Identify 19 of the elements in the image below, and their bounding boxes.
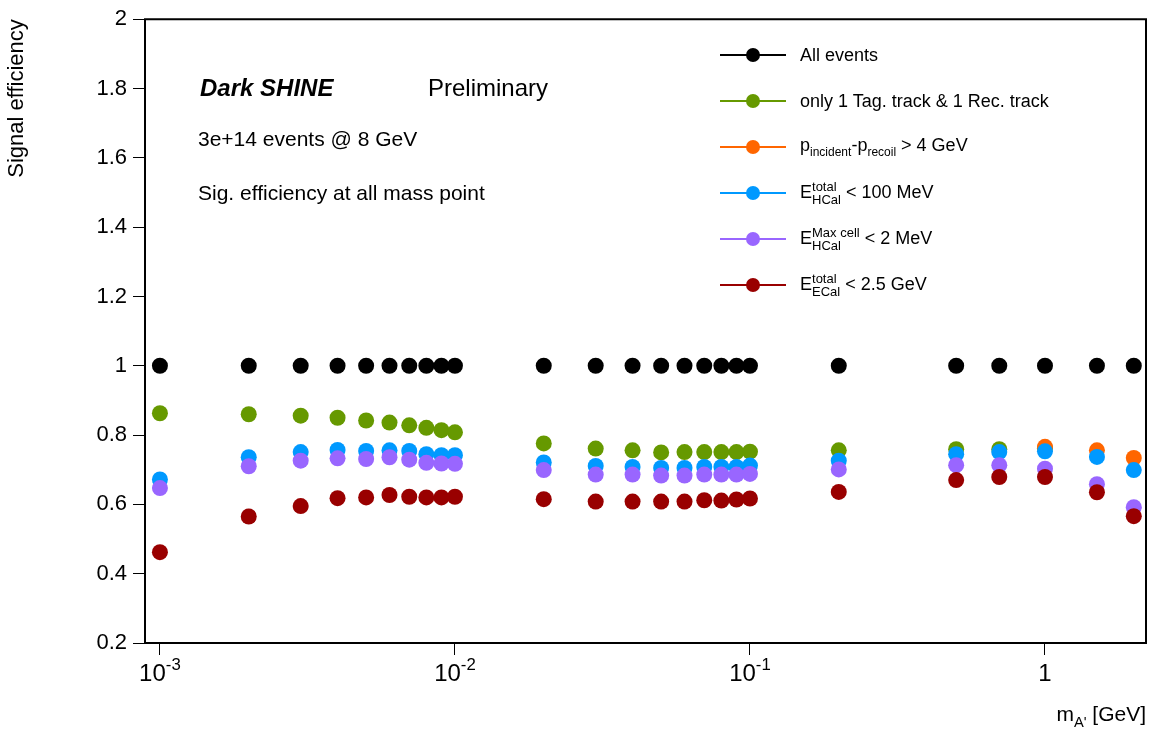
y-tick-label: 0.2 <box>96 629 127 655</box>
annotation: Dark SHINE <box>200 74 335 101</box>
y-tick-label: 2 <box>114 5 127 31</box>
annotation: Preliminary <box>428 74 549 101</box>
y-tick-label: 1.2 <box>96 282 127 308</box>
legend-label: All events <box>800 44 879 66</box>
y-tick-label: 1.4 <box>96 213 127 239</box>
legend-label: only 1 Tag. track & 1 Rec. track <box>800 90 1049 112</box>
y-tick-label: 0.4 <box>96 559 127 585</box>
y-tick-label: 1.8 <box>96 74 127 100</box>
annotation: Sig. efficiency at all mass point <box>198 181 485 204</box>
x-tick-label: 1 <box>1038 659 1052 686</box>
y-tick-label: 0.8 <box>96 421 127 447</box>
y-axis-title: Signal efficiency <box>3 19 29 178</box>
annotation: 3e+14 events @ 8 GeV <box>198 127 418 150</box>
y-tick-label: 1.6 <box>96 143 127 169</box>
legend-label: p$_{incident}$-p$_{recoil}$ > 4 GeV <box>800 135 968 159</box>
y-tick-label: 0.6 <box>96 490 127 516</box>
y-tick-label: 1 <box>114 351 127 377</box>
